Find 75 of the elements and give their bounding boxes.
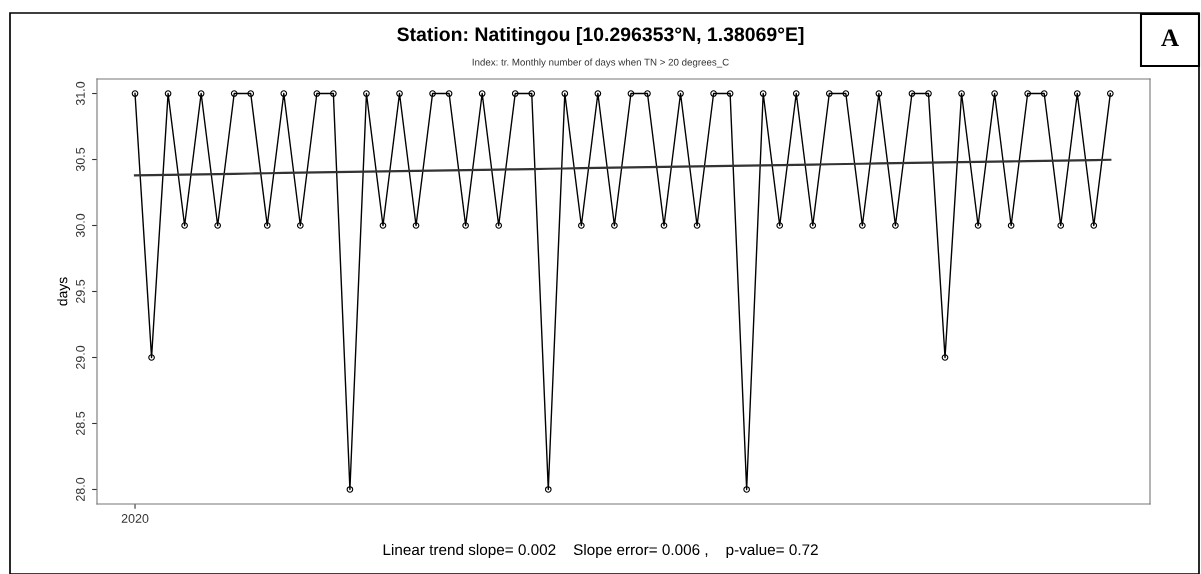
point: [677, 90, 684, 97]
point: [759, 90, 767, 97]
point: [346, 486, 354, 493]
point: [164, 90, 172, 97]
point: [412, 222, 420, 229]
point: [1007, 222, 1015, 229]
y-tick-label: 28.0: [75, 477, 85, 502]
point: [296, 222, 304, 229]
point: [693, 222, 701, 229]
point: [462, 222, 469, 229]
point: [1024, 90, 1032, 97]
y-axis-title: days: [57, 277, 71, 306]
point: [892, 222, 899, 229]
point: [875, 90, 883, 97]
point: [247, 90, 255, 97]
point: [644, 90, 651, 97]
point: [214, 222, 222, 229]
point: [445, 90, 453, 97]
point: [1057, 222, 1065, 229]
point: [594, 90, 602, 97]
line-series: [133, 158, 1112, 177]
point: [280, 90, 288, 97]
point: [148, 354, 155, 361]
point: [842, 90, 850, 97]
point: [859, 222, 866, 229]
text: A: [1161, 29, 1179, 47]
point: [991, 90, 998, 97]
point: [578, 222, 585, 229]
point: [528, 90, 536, 97]
point: [1090, 222, 1098, 229]
point: [511, 90, 519, 97]
point: [429, 90, 436, 97]
point: [1106, 90, 1114, 97]
x-tick-label: 2020: [121, 514, 149, 523]
y-tick-label: 30.5: [75, 147, 85, 172]
y-tick-label: 30.0: [75, 213, 85, 238]
point: [363, 90, 370, 97]
point: [181, 222, 188, 229]
point: [263, 222, 271, 229]
point: [1073, 90, 1081, 97]
point: [561, 90, 569, 97]
point: [941, 354, 949, 361]
point: [925, 90, 932, 97]
point: [627, 90, 635, 97]
point: [396, 90, 403, 97]
point: [776, 222, 784, 229]
point: [825, 90, 833, 97]
y-tick-label: 29.5: [75, 279, 85, 304]
point: [544, 486, 552, 493]
point: [726, 90, 734, 97]
y-tick-label: 31.0: [75, 81, 85, 106]
point: [379, 222, 387, 229]
point: [710, 90, 717, 97]
y-tick-label: 29.0: [75, 345, 85, 370]
point: [495, 222, 503, 229]
point: [230, 90, 238, 97]
point: [743, 486, 750, 493]
point: [809, 222, 817, 229]
point: [974, 222, 982, 229]
point: [131, 90, 139, 97]
point: [313, 90, 321, 97]
point: [478, 90, 486, 97]
chart-title: Station: Natitingou [10.296353°N, 1.38069°E]: [397, 26, 804, 46]
point: [908, 90, 916, 97]
line-series: [131, 90, 1114, 493]
point: [792, 90, 800, 97]
y-tick-label: 28.5: [75, 411, 85, 436]
chart-subtitle: Index: tr. Monthly number of days when TN > 20 degrees_C: [472, 58, 729, 68]
point: [330, 90, 337, 97]
point: [660, 222, 668, 229]
point: [197, 90, 205, 97]
point: [958, 90, 965, 97]
point: [611, 222, 618, 229]
point: [1040, 90, 1048, 97]
text: Linear trend slope= 0.002 Slope error= 0.006 , p-value= 0.72: [383, 543, 818, 559]
